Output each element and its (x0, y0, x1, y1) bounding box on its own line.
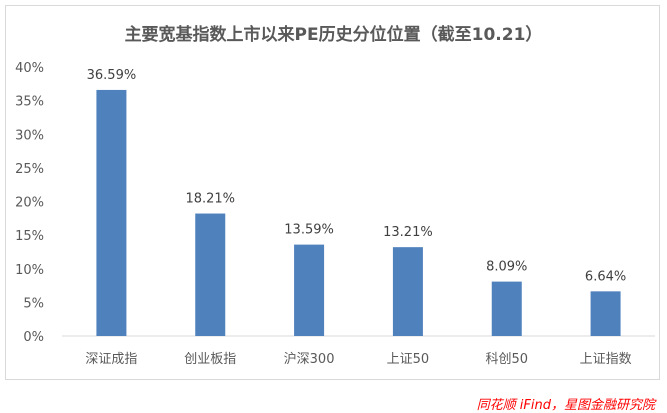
bar (96, 89, 127, 336)
x-tick-label: 深证成指 (85, 352, 137, 367)
data-label: 13.21% (383, 225, 433, 240)
y-tick-label: 40% (15, 61, 44, 76)
y-tick-label: 10% (15, 263, 44, 278)
chart-title: 主要宽基指数上市以来PE历史分位位置（截至10.21） (124, 25, 543, 45)
bar (392, 247, 423, 336)
y-tick-label: 15% (15, 229, 44, 244)
y-tick-label: 20% (15, 196, 44, 211)
bar (491, 281, 522, 336)
bar (294, 244, 325, 336)
x-tick-label: 上证50 (387, 352, 430, 367)
source-credit: 同花顺 iFind，星图金融研究院 (476, 398, 655, 413)
data-label: 18.21% (185, 192, 235, 207)
bar (195, 213, 226, 336)
data-label: 36.59% (87, 68, 137, 83)
x-tick-label: 上证指数 (580, 352, 632, 367)
y-tick-label: 35% (15, 95, 44, 110)
y-tick-label: 5% (23, 296, 44, 311)
x-tick-label: 科创50 (485, 352, 528, 367)
chart-frame (5, 5, 660, 380)
y-tick-label: 30% (15, 128, 44, 143)
y-tick-label: 25% (15, 162, 44, 177)
x-tick-label: 沪深300 (284, 351, 335, 367)
data-label: 6.64% (585, 269, 626, 284)
x-tick-label: 创业板指 (184, 352, 236, 367)
data-label: 8.09% (486, 260, 527, 275)
data-label: 13.59% (284, 223, 334, 238)
y-tick-label: 0% (23, 330, 44, 345)
bar (590, 291, 621, 336)
